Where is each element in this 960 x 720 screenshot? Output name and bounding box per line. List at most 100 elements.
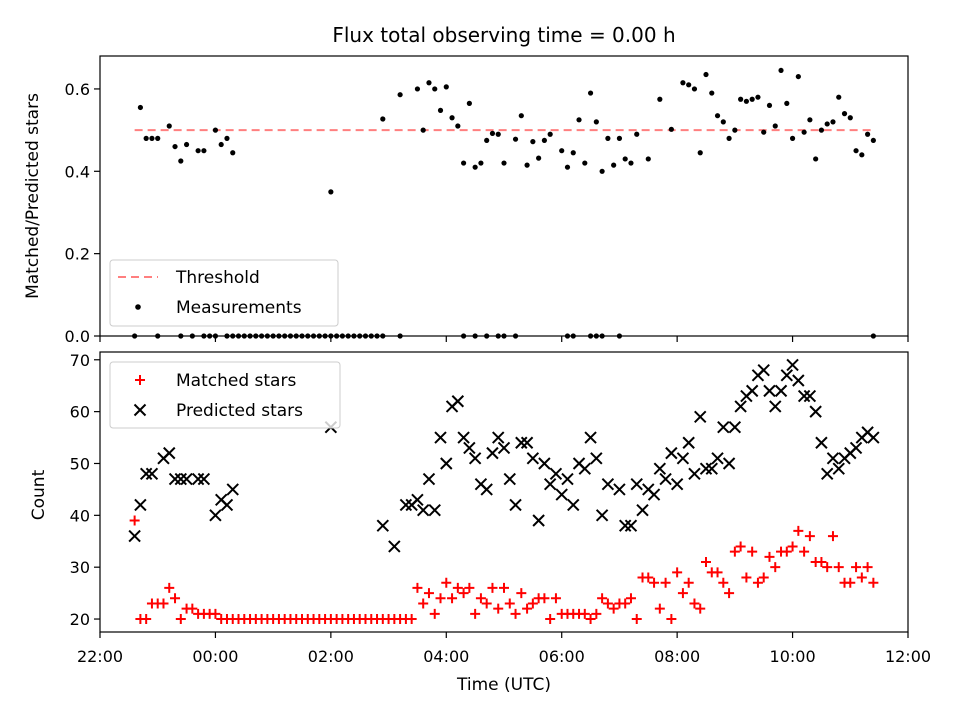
predicted-stars-point (763, 384, 776, 398)
measurement-point (328, 189, 334, 195)
legend-predicted-swatch (133, 403, 147, 417)
measurement-point (201, 333, 207, 339)
predicted-stars-point (653, 462, 667, 475)
count-x-tick-label: 22:00 (77, 647, 123, 666)
matched-stars-point (672, 567, 683, 578)
predicted-stars-point (832, 462, 845, 475)
predicted-stars-point (503, 472, 516, 486)
measurement-point (870, 137, 876, 144)
predicted-stars-point (416, 503, 430, 517)
predicted-stars-point (463, 441, 476, 455)
predicted-stars-point (769, 400, 782, 413)
ratio-y-axis-label: Matched/Predicted stars (23, 93, 43, 299)
predicted-stars-point (145, 467, 159, 481)
measurement-point (380, 116, 386, 122)
predicted-stars-point (676, 452, 690, 465)
predicted-stars-point (520, 436, 534, 449)
matched-stars-point (741, 572, 752, 583)
predicted-stars-point (376, 519, 390, 532)
predicted-stars-point (734, 400, 747, 413)
measurement-point (691, 86, 698, 92)
predicted-stars-point (486, 446, 499, 460)
measurement-point (697, 150, 703, 156)
count-y-tick-label: 20 (70, 610, 90, 629)
measurement-point (518, 113, 524, 119)
legend-predicted-label: Predicted stars (176, 401, 303, 421)
measurement-point (853, 148, 859, 154)
matched-stars-point (649, 577, 660, 588)
matched-stars-point (770, 562, 781, 573)
predicted-stars-point (636, 503, 649, 517)
measurement-point (484, 137, 490, 144)
predicted-stars-point (388, 540, 401, 553)
measurement-point (299, 333, 305, 339)
measurement-point (472, 333, 478, 339)
predicted-stars-point (128, 529, 141, 543)
predicted-stars-point (226, 483, 239, 496)
predicted-stars-point (451, 395, 465, 408)
matched-stars-point (475, 593, 486, 604)
predicted-stars-point (647, 488, 661, 501)
measurement-point (420, 127, 426, 133)
predicted-stars-point (578, 462, 592, 475)
measurement-point (224, 135, 230, 141)
predicted-stars-point (139, 467, 153, 481)
count-legend-box (109, 361, 341, 429)
measurement-point (478, 160, 484, 166)
matched-stars-point (597, 593, 608, 604)
measurement-point (195, 148, 201, 154)
matched-stars-point (822, 562, 833, 573)
matched-stars-point (856, 572, 867, 583)
matched-stars-point (620, 598, 631, 609)
matched-stars-point (683, 577, 694, 588)
measurement-point (570, 150, 576, 156)
matched-stars-point (643, 572, 654, 583)
measurement-point (593, 333, 599, 339)
matched-stars-point (464, 582, 475, 593)
predicted-stars-point (792, 374, 805, 387)
matched-stars-point (735, 541, 746, 552)
measurement-point (207, 333, 213, 339)
measurement-point (189, 333, 195, 339)
measurement-point (328, 333, 334, 339)
ratio-y-tick-label: 0.0 (65, 327, 90, 346)
matched-stars-point (781, 546, 792, 557)
measurement-point (587, 333, 594, 339)
matched-stars-point (458, 588, 469, 599)
predicted-stars-point (867, 431, 880, 444)
measurement-point (743, 98, 750, 104)
matched-stars-point (435, 593, 446, 604)
measurement-point (836, 94, 842, 100)
predicted-stars-point (480, 483, 493, 496)
measurement-point (789, 135, 796, 141)
measurement-point (599, 168, 605, 174)
predicted-stars-point (682, 436, 695, 449)
count-y-tick-label: 70 (70, 351, 90, 370)
measurement-point (259, 333, 265, 339)
predicted-stars-point (774, 384, 788, 398)
ratio-y-tick-label: 0.4 (65, 162, 90, 181)
matched-stars-point (585, 614, 596, 625)
matched-stars-point (724, 588, 735, 599)
measurement-point (143, 135, 149, 141)
measurement-point (166, 123, 172, 129)
matched-stars-point (608, 603, 619, 614)
matched-stars-point (602, 598, 613, 609)
measurement-point (616, 333, 623, 339)
time-x-axis-label: Time (UTC) (456, 675, 551, 695)
measurement-point (466, 100, 472, 106)
predicted-stars-point (180, 472, 193, 486)
matched-stars-point (550, 593, 561, 604)
matched-stars-point (504, 598, 515, 609)
predicted-stars-point (849, 441, 863, 455)
figure-title: Flux total observing time = 0.00 h (332, 23, 675, 47)
measurement-point (830, 119, 836, 125)
predicted-stars-point (567, 498, 580, 512)
matched-stars-point (158, 598, 169, 609)
measurement-point (587, 90, 594, 96)
count-panel: 20 30 40 50 60 70 22:00 00:00 02:00 04:00 06:00 08:… (70, 351, 931, 666)
matched-stars-point (429, 608, 440, 619)
measurement-point (149, 135, 155, 141)
